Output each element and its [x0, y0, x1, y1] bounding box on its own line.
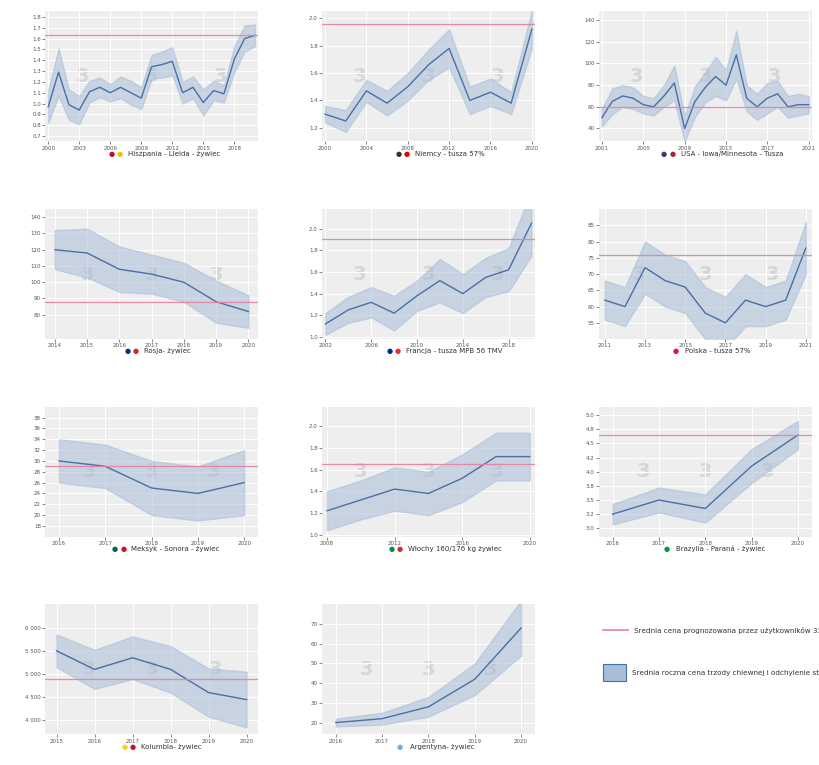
Text: ●: ● — [394, 348, 400, 354]
Text: ●: ● — [404, 151, 410, 157]
Text: 3: 3 — [352, 67, 366, 86]
Text: ●: ● — [133, 348, 138, 354]
Text: Argentyna- żywiec: Argentyna- żywiec — [410, 744, 474, 750]
Text: 3: 3 — [759, 462, 773, 481]
Text: 3: 3 — [698, 67, 711, 86]
Text: Hiszpania - Lleida - żywiec: Hiszpania - Lleida - żywiec — [128, 151, 220, 157]
Text: 3: 3 — [631, 265, 645, 284]
Text: ●: ● — [663, 546, 668, 552]
Text: 3: 3 — [145, 67, 158, 86]
Text: 3: 3 — [145, 265, 158, 284]
Text: ●: ● — [124, 348, 130, 354]
Text: 3: 3 — [421, 67, 435, 86]
Text: 3: 3 — [76, 67, 89, 86]
Text: 3: 3 — [360, 660, 373, 679]
Text: Włochy 160/176 kg żywiec: Włochy 160/176 kg żywiec — [408, 546, 501, 552]
Text: 3: 3 — [483, 660, 496, 679]
Text: Meksyk - Sonora - żywiec: Meksyk - Sonora - żywiec — [131, 546, 219, 552]
Text: 3: 3 — [206, 462, 219, 481]
Text: 3: 3 — [421, 462, 435, 481]
Text: 3: 3 — [767, 67, 780, 86]
Text: ●: ● — [129, 744, 135, 750]
Text: 3: 3 — [214, 67, 227, 86]
Text: 3: 3 — [209, 265, 223, 284]
Text: ●: ● — [396, 744, 402, 750]
Text: ●: ● — [668, 151, 675, 157]
Text: Polska - tusza 57%: Polska - tusza 57% — [685, 348, 750, 354]
Text: 3: 3 — [765, 265, 778, 284]
Text: 3: 3 — [354, 462, 367, 481]
Text: ●: ● — [672, 348, 678, 354]
Text: ●: ● — [388, 546, 395, 552]
Text: 3: 3 — [80, 265, 93, 284]
Text: Średnia roczna cena trzody chlewnej i odchylenie stand: Średnia roczna cena trzody chlewnej i od… — [631, 669, 819, 676]
Text: 3: 3 — [421, 265, 435, 284]
Text: 3: 3 — [352, 265, 366, 284]
Text: ●: ● — [660, 151, 667, 157]
Text: 3: 3 — [145, 462, 158, 481]
Text: Kolumbia- żywiec: Kolumbia- żywiec — [140, 744, 201, 750]
Text: Średnia cena prognozowana przez użytkowników 333: Średnia cena prognozowana przez użytkown… — [633, 627, 819, 634]
Text: ●: ● — [121, 744, 127, 750]
Text: ●: ● — [116, 151, 123, 157]
Text: USA - Iowa/Minnesota - Tusza: USA - Iowa/Minnesota - Tusza — [680, 151, 782, 157]
Text: ●: ● — [386, 348, 392, 354]
Text: Rosja- żywiec: Rosja- żywiec — [144, 348, 191, 354]
Text: Niemcy - tusza 57%: Niemcy - tusza 57% — [414, 151, 484, 157]
Text: ●: ● — [112, 546, 118, 552]
Text: 3: 3 — [698, 462, 711, 481]
Text: 3: 3 — [81, 660, 95, 679]
Text: ●: ● — [120, 546, 126, 552]
Text: 3: 3 — [145, 660, 158, 679]
Text: ●: ● — [396, 546, 403, 552]
Text: 3: 3 — [629, 67, 642, 86]
Text: Francja - tusza MPB 56 TMV: Francja - tusza MPB 56 TMV — [405, 348, 502, 354]
Text: Brazylia - Paraná - żywiec: Brazylia - Paraná - żywiec — [676, 545, 765, 552]
Text: 3: 3 — [490, 67, 504, 86]
Text: 3: 3 — [489, 462, 502, 481]
Text: 3: 3 — [636, 462, 649, 481]
Text: ●: ● — [396, 151, 401, 157]
Text: 3: 3 — [490, 265, 504, 284]
Text: 3: 3 — [208, 660, 221, 679]
Text: 3: 3 — [698, 265, 711, 284]
Text: ●: ● — [108, 151, 115, 157]
Text: 3: 3 — [83, 462, 97, 481]
Text: 3: 3 — [421, 660, 435, 679]
